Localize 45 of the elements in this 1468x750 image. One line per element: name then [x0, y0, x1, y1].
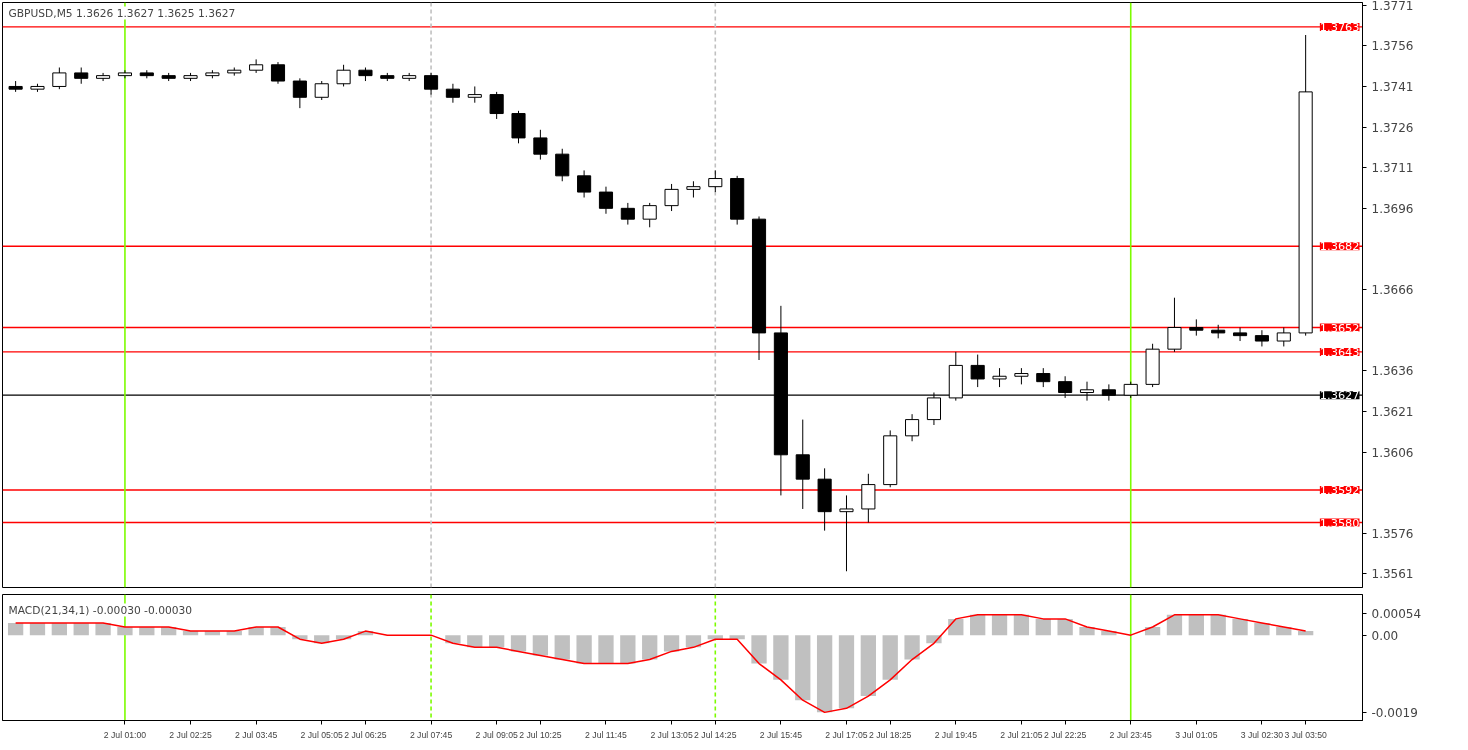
x-tick-label: 2 Jul 07:45 [409, 729, 453, 740]
x-tick-label: 3 Jul 03:50 [1284, 729, 1328, 740]
x-tick-label: 2 Jul 01:00 [103, 729, 147, 740]
y-tick-label: 1.3621 [1371, 404, 1414, 419]
x-tick-label: 2 Jul 21:05 [1000, 729, 1043, 740]
y-tick-label: 0.00054 [1371, 606, 1422, 621]
ref-line-label: 1.3652 [1319, 320, 1360, 335]
text: MACD(21,34,1) -0.00030 -0.00030 [8, 603, 193, 617]
ref-line-label: 1.3643 [1319, 344, 1360, 359]
x-tick-label: 2 Jul 15:45 [759, 729, 803, 740]
x-tick-label: 2 Jul 22:25 [1043, 729, 1087, 740]
ref-line-label: 1.3682 [1319, 239, 1360, 254]
y-tick-label: 1.3606 [1371, 445, 1414, 460]
ref-line-label: 1.3627 [1319, 388, 1360, 403]
y-tick-label: 1.3741 [1371, 79, 1414, 94]
x-tick-label: 2 Jul 09:05 [475, 729, 519, 740]
y-tick-label: 1.3636 [1371, 364, 1414, 379]
x-tick-label: 2 Jul 14:25 [694, 729, 737, 740]
x-tick-label: 2 Jul 06:25 [344, 729, 387, 740]
y-tick-label: 1.3756 [1371, 39, 1414, 54]
ref-line-label: 1.3763 [1319, 19, 1360, 34]
y-tick-label: 1.3726 [1371, 120, 1414, 135]
x-tick-label: 2 Jul 03:45 [234, 729, 278, 740]
chart-title: GBPUSD,M5 1.3626 1.3627 1.3625 1.3627 [8, 6, 236, 20]
y-tick-label: -0.0019 [1371, 705, 1418, 720]
x-tick-label: 2 Jul 17:05 [825, 729, 868, 740]
x-tick-label: 3 Jul 01:05 [1175, 729, 1218, 740]
y-tick-label: 1.3561 [1371, 567, 1414, 582]
x-tick-label: 2 Jul 02:25 [169, 729, 212, 740]
y-tick-label: 1.3771 [1371, 0, 1414, 13]
x-tick-label: 2 Jul 18:25 [869, 729, 912, 740]
x-tick-label: 2 Jul 13:05 [650, 729, 693, 740]
ref-line-label: 1.3580 [1319, 515, 1360, 530]
y-tick-label: 1.3711 [1371, 161, 1414, 176]
x-tick-label: 2 Jul 10:25 [519, 729, 562, 740]
x-tick-label: 2 Jul 19:45 [934, 729, 978, 740]
x-tick-label: 2 Jul 11:45 [585, 729, 628, 740]
x-tick-label: 2 Jul 05:05 [300, 729, 344, 740]
x-tick-label: 2 Jul 23:45 [1109, 729, 1153, 740]
y-tick-label: 0.00 [1371, 628, 1399, 643]
y-tick-label: 1.3696 [1371, 201, 1414, 216]
x-tick-label: 3 Jul 02:30 [1240, 729, 1284, 740]
y-tick-label: 1.3576 [1371, 526, 1414, 541]
ref-line-label: 1.3592 [1319, 483, 1360, 497]
y-tick-label: 1.3666 [1371, 283, 1414, 298]
